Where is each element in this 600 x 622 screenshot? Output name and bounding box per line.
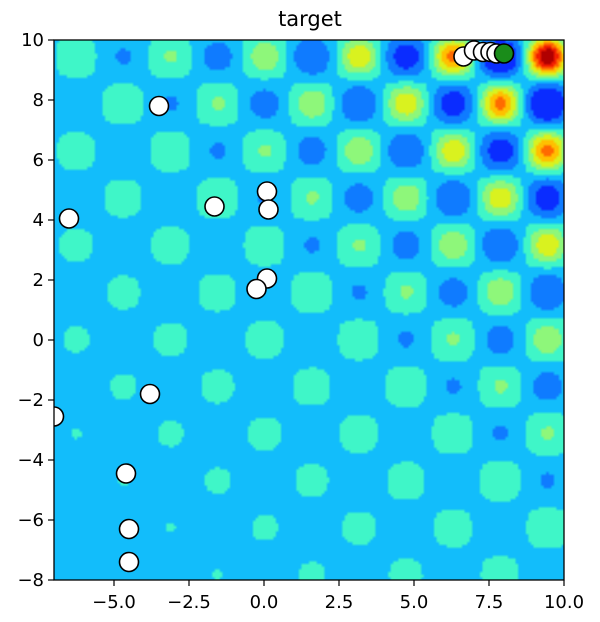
y-tick-label: 0 bbox=[33, 330, 44, 351]
plot-frame bbox=[53, 39, 565, 581]
x-tick-label: 0.0 bbox=[250, 592, 279, 613]
sample-point bbox=[139, 383, 161, 405]
y-tick-label: −8 bbox=[17, 570, 44, 591]
sample-point bbox=[256, 181, 278, 202]
y-tick-label: −4 bbox=[17, 450, 44, 471]
y-axis: −8 −6 −4 −2 0 2 4 6 8 10 bbox=[17, 30, 54, 591]
x-tick-label: 2.5 bbox=[325, 592, 354, 613]
contour-fill bbox=[54, 40, 564, 580]
x-tick-label: −2.5 bbox=[167, 592, 211, 613]
x-tick-label: −5.0 bbox=[92, 592, 136, 613]
y-tick-label: 6 bbox=[33, 150, 44, 171]
sample-point bbox=[148, 95, 170, 117]
y-tick-label: −2 bbox=[17, 390, 44, 411]
y-tick-label: −6 bbox=[17, 510, 44, 531]
x-axis: −5.0 −2.5 0.0 2.5 5.0 7.5 10.0 bbox=[92, 580, 584, 613]
sample-point bbox=[118, 551, 140, 573]
sample-point bbox=[118, 518, 140, 540]
x-tick-label: 10.0 bbox=[544, 592, 584, 613]
x-tick-label: 5.0 bbox=[400, 592, 429, 613]
y-tick-label: 4 bbox=[33, 210, 44, 231]
sample-point bbox=[58, 208, 80, 229]
y-tick-label: 2 bbox=[33, 270, 44, 291]
sample-point bbox=[258, 199, 279, 220]
sample-point bbox=[246, 278, 267, 300]
sample-point bbox=[54, 406, 65, 427]
sample-point bbox=[115, 463, 137, 484]
scatter-layer bbox=[54, 40, 515, 573]
sample-point bbox=[204, 196, 225, 217]
x-tick-label: 7.5 bbox=[475, 592, 504, 613]
y-tick-label: 10 bbox=[21, 30, 44, 51]
chart-title: target bbox=[278, 7, 342, 31]
plot-area bbox=[53, 39, 565, 581]
y-tick-label: 8 bbox=[33, 90, 44, 111]
best-point bbox=[493, 43, 515, 64]
